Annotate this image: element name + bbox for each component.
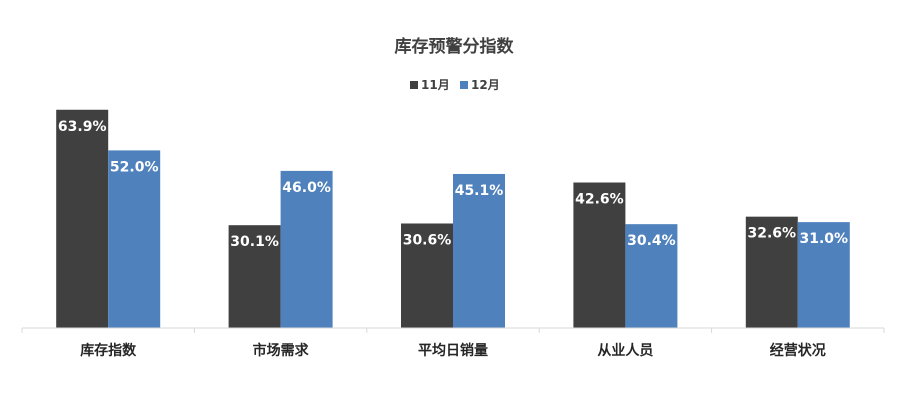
category-label-1: 市场需求 (253, 342, 310, 359)
legend-swatch-0 (410, 81, 418, 89)
bar-0-3 (573, 182, 626, 328)
bar-1-4 (797, 222, 850, 328)
x-axis: 库存指数 市场需求 平均日销量 从业人员 经营状况 (21, 327, 885, 359)
category-label-0: 库存指数 (80, 342, 137, 359)
category-label-3: 从业人员 (597, 342, 653, 359)
data-label-0-4: 32.6% (748, 226, 797, 242)
data-label-0-0: 63.9% (58, 119, 107, 135)
data-label-1-2: 45.1% (455, 183, 504, 199)
bar-0-4 (745, 216, 798, 328)
data-label-0-1: 30.1% (230, 234, 279, 250)
data-label-0-3: 42.6% (575, 192, 624, 208)
bar-0-0 (56, 109, 109, 328)
data-label-1-1: 46.0% (282, 180, 331, 196)
bar-0-1 (228, 225, 281, 328)
bar-1-0 (108, 150, 161, 328)
legend-swatch-1 (460, 81, 468, 89)
legend-label-1: 12月 (471, 78, 500, 92)
chart-title: 库存预警分指数 (395, 36, 515, 57)
legend: 11月 12月 (410, 78, 500, 92)
bars: 63.9% 52.0% 30.1% 46.0% 30.6% 45.1% 42.6% 30.4%… (56, 109, 850, 328)
bar-0-2 (401, 223, 453, 328)
data-label-0-2: 30.6% (403, 232, 452, 248)
data-label-1-0: 52.0% (110, 159, 159, 175)
data-label-1-3: 30.4% (627, 233, 676, 249)
bar-1-1 (280, 170, 333, 328)
category-label-4: 经营状况 (770, 342, 826, 359)
data-label-1-4: 31.0% (800, 231, 849, 247)
bar-1-3 (625, 224, 678, 328)
bar-1-2 (453, 173, 505, 328)
legend-label-0: 11月 (421, 78, 450, 92)
category-label-2: 平均日销量 (418, 342, 488, 359)
